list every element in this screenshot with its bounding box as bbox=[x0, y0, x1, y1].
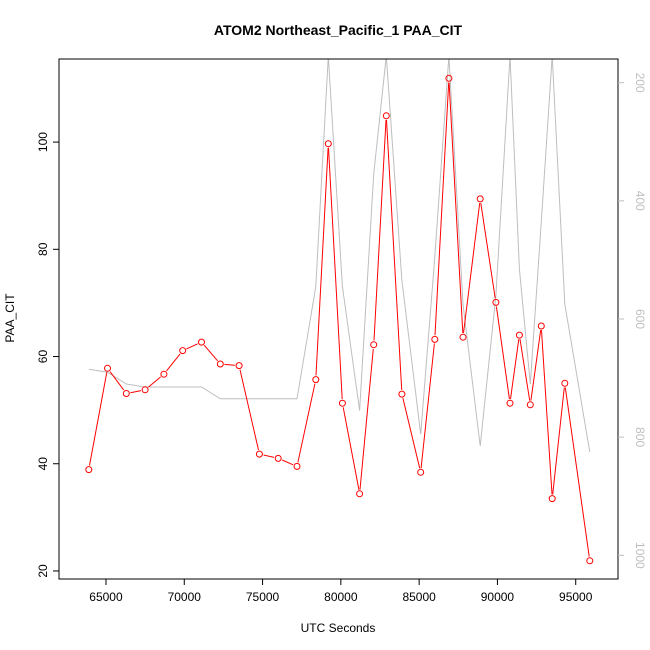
grey-series-line bbox=[88, 59, 591, 453]
red-series-point bbox=[548, 495, 556, 503]
red-series-segment bbox=[530, 330, 542, 401]
red-series-segment bbox=[359, 348, 374, 490]
red-series-segment bbox=[402, 397, 421, 469]
red-series-segment bbox=[448, 82, 464, 334]
red-series-point bbox=[445, 74, 453, 82]
red-series-point bbox=[141, 386, 149, 394]
y-axis-label: PAA_CIT bbox=[3, 293, 17, 343]
y-tick-label: 100 bbox=[36, 132, 50, 152]
red-series-segment bbox=[148, 376, 162, 388]
red-series-point bbox=[235, 362, 243, 370]
right-tick-label: 1000 bbox=[633, 542, 647, 569]
y-tick-label: 60 bbox=[36, 350, 50, 364]
red-series-point bbox=[198, 338, 205, 346]
chart-title: ATOM2 Northeast_Pacific_1 PAA_CIT bbox=[214, 22, 463, 38]
red-series-segment bbox=[480, 203, 496, 299]
red-series-segment bbox=[166, 353, 181, 372]
red-series-point bbox=[255, 450, 263, 458]
x-tick-label: 65000 bbox=[89, 590, 123, 604]
red-series-segment bbox=[239, 369, 259, 451]
red-series-point bbox=[160, 370, 168, 378]
red-series-segment bbox=[420, 343, 435, 469]
right-tick-label: 600 bbox=[633, 309, 647, 329]
y-tick-label: 80 bbox=[36, 242, 50, 256]
y-axis: 20 40 60 80 100 bbox=[36, 132, 59, 578]
red-series-segment bbox=[109, 371, 125, 391]
red-series-segment bbox=[224, 363, 235, 366]
red-series-point bbox=[537, 322, 545, 330]
x-axis: 65000 70000 75000 80000 85000 90000 95000 bbox=[89, 579, 593, 604]
red-series-point bbox=[561, 379, 569, 387]
red-series-segment bbox=[342, 407, 360, 490]
red-series-point bbox=[492, 298, 500, 306]
red-series-segment bbox=[297, 383, 316, 463]
red-series-point bbox=[459, 333, 467, 341]
red-series-point bbox=[370, 341, 378, 349]
red-series-group bbox=[85, 74, 594, 565]
red-series-point bbox=[293, 462, 301, 470]
right-tick-label: 800 bbox=[633, 427, 647, 447]
red-series-point bbox=[586, 557, 594, 565]
right-axis: 200 400 600 800 1000 bbox=[618, 73, 647, 569]
red-series-point bbox=[417, 468, 425, 476]
red-series-segment bbox=[519, 339, 531, 401]
grey-series-group bbox=[88, 59, 591, 453]
red-series-point bbox=[506, 399, 514, 407]
right-tick-label: 200 bbox=[633, 73, 647, 93]
y-tick-label: 40 bbox=[36, 457, 50, 471]
red-series-segment bbox=[203, 344, 218, 362]
x-tick-label: 70000 bbox=[168, 590, 202, 604]
right-tick-label: 400 bbox=[633, 191, 647, 211]
red-series-segment bbox=[552, 387, 565, 495]
y-tick-label: 20 bbox=[36, 564, 50, 578]
red-series-segment bbox=[315, 147, 329, 376]
red-series-segment bbox=[564, 387, 590, 557]
x-tick-label: 75000 bbox=[246, 590, 280, 604]
red-series-segment bbox=[541, 330, 553, 495]
red-series-segment bbox=[386, 119, 403, 390]
red-series-point bbox=[312, 376, 320, 384]
red-series-point bbox=[356, 490, 364, 498]
red-series-segment bbox=[281, 459, 294, 466]
red-series-segment bbox=[328, 147, 343, 400]
red-series-point bbox=[431, 335, 439, 343]
red-series-segment bbox=[263, 454, 275, 458]
red-series-point bbox=[515, 331, 523, 339]
red-series-segment bbox=[186, 343, 198, 350]
x-tick-label: 80000 bbox=[324, 590, 358, 604]
red-series-point bbox=[274, 454, 282, 462]
red-series-point bbox=[324, 140, 332, 148]
red-series-point bbox=[526, 401, 534, 409]
red-series-segment bbox=[495, 306, 510, 400]
red-series-segment bbox=[510, 339, 520, 400]
red-series-segment bbox=[130, 390, 142, 394]
plot-frame bbox=[58, 58, 619, 580]
red-series-segment bbox=[434, 82, 450, 336]
x-tick-label: 95000 bbox=[559, 590, 593, 604]
red-series-point bbox=[398, 390, 406, 398]
red-series-point bbox=[85, 466, 93, 474]
x-tick-label: 90000 bbox=[481, 590, 515, 604]
red-series-segment bbox=[373, 119, 387, 341]
red-series-segment bbox=[89, 372, 108, 466]
x-axis-label: UTC Seconds bbox=[301, 621, 376, 635]
x-tick-label: 85000 bbox=[402, 590, 436, 604]
red-series-point bbox=[338, 399, 346, 407]
red-series-point bbox=[122, 390, 130, 397]
red-series-point bbox=[179, 347, 187, 355]
red-series-point bbox=[476, 195, 484, 203]
red-series-point bbox=[382, 112, 390, 120]
red-series-point bbox=[216, 360, 224, 368]
red-series-point bbox=[104, 364, 111, 372]
red-series-segment bbox=[463, 203, 481, 334]
